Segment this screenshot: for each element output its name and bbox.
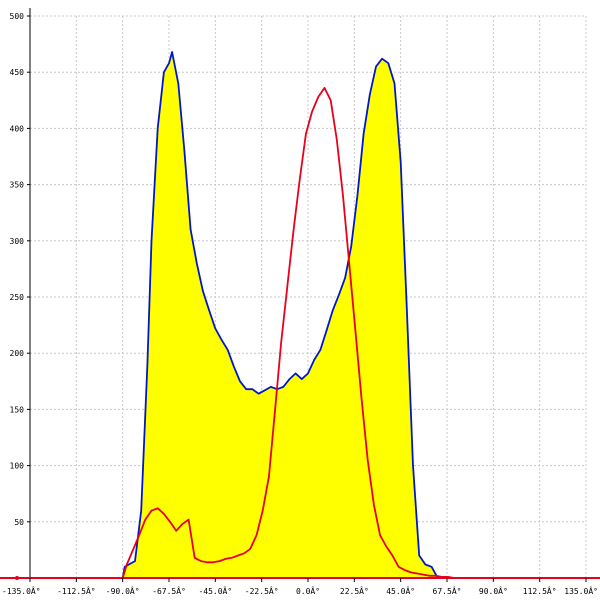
x-tick-label: -135.0Â° bbox=[2, 585, 41, 596]
series-red-line bbox=[30, 87, 586, 579]
area-fill-layer bbox=[30, 52, 586, 578]
tick-labels: 50 100 150 200 250 300 350 400 450 500 -135.0Â° -11… bbox=[2, 12, 598, 596]
x-tick-label: -90.0Â° bbox=[106, 585, 140, 596]
y-tick-label: 250 bbox=[10, 293, 25, 302]
y-tick-label: 450 bbox=[10, 68, 25, 77]
x-tick-label: -22.5Â° bbox=[245, 585, 279, 596]
x-tick-label: 112.5Â° bbox=[523, 585, 557, 596]
origin-marker bbox=[15, 576, 19, 580]
x-tick-label: -112.5Â° bbox=[57, 585, 96, 596]
y-tick-label: 400 bbox=[10, 124, 25, 133]
y-tick-label: 200 bbox=[10, 349, 25, 358]
x-tick-label: -45.0Â° bbox=[198, 585, 232, 596]
series-blue-area bbox=[30, 52, 586, 578]
x-tick-label: 22.5Â° bbox=[340, 585, 369, 596]
x-tick-label: -67.5Â° bbox=[152, 585, 186, 596]
x-tick-label: 0.0Â° bbox=[296, 585, 320, 596]
x-tick-label: 45.0Â° bbox=[386, 585, 415, 596]
axes bbox=[0, 8, 600, 582]
y-tick-label: 150 bbox=[10, 405, 25, 414]
y-tick-label: 350 bbox=[10, 181, 25, 190]
y-tick-label: 300 bbox=[10, 237, 25, 246]
y-tick-label: 500 bbox=[10, 12, 25, 21]
x-tick-label: 135.0Â° bbox=[564, 585, 598, 596]
x-tick-label: 90.0Â° bbox=[479, 585, 508, 596]
x-tick-label: 67.5Â° bbox=[433, 585, 462, 596]
y-tick-label: 50 bbox=[14, 518, 24, 527]
series-blue-line bbox=[30, 51, 586, 579]
y-tick-label: 100 bbox=[10, 462, 25, 471]
series-lines-layer bbox=[30, 51, 586, 579]
